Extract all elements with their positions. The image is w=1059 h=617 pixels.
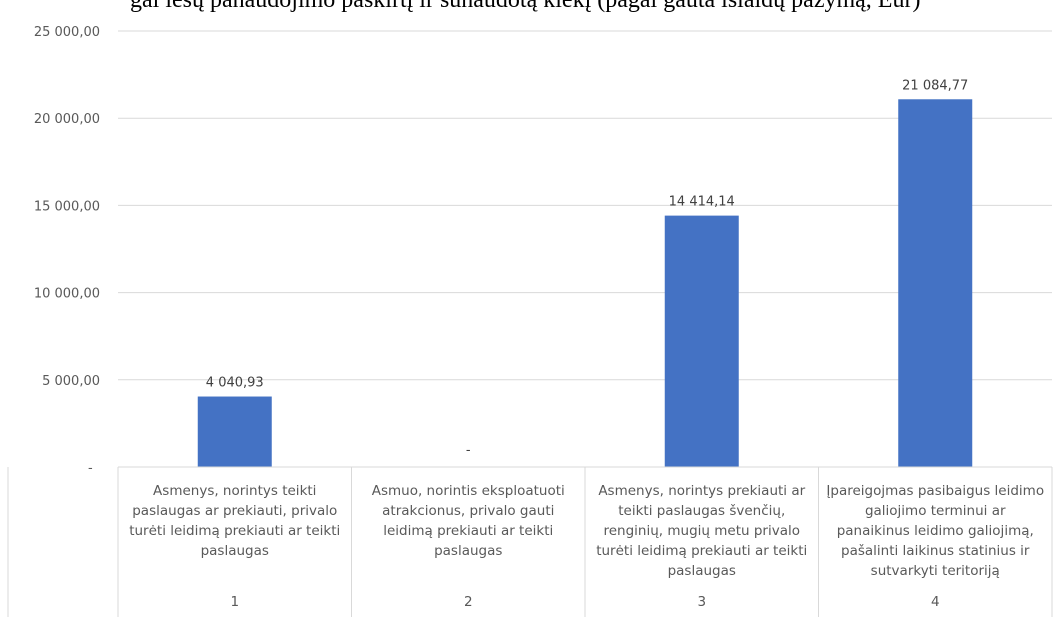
data-label: 21 084,77 [902, 78, 968, 93]
document-heading-fragment: gal lėšų panaudojimo paskirtį ir sunaudo… [130, 0, 921, 13]
category-label: Įpareigojmas pasibaigus leidimo galiojim… [826, 483, 1045, 579]
category-number: 3 [697, 594, 707, 610]
bars [197, 99, 973, 467]
y-tick-label: - [88, 461, 93, 476]
bar [664, 215, 739, 467]
y-tick-label: 10 000,00 [34, 287, 100, 302]
y-tick-label: 20 000,00 [34, 112, 100, 127]
data-label: 4 040,93 [206, 376, 264, 391]
data-label: - [466, 443, 471, 458]
category-label: Asmenys, norintys prekiauti ar teikti pa… [596, 483, 808, 579]
category-number: 1 [230, 594, 240, 610]
y-tick-label: 25 000,00 [34, 25, 100, 40]
category-label: Asmuo, norintis eksploatuoti atrakcionus… [371, 483, 565, 559]
bar [898, 99, 973, 467]
gridlines [118, 30, 1052, 381]
y-tick-label: 15 000,00 [34, 199, 100, 214]
y-tick-label: 5 000,00 [42, 374, 100, 389]
bar [197, 396, 272, 467]
data-labels: 4 040,93 - 14 414,14 21 084,77 [206, 78, 969, 458]
data-label: 14 414,14 [669, 195, 735, 210]
y-axis-tick-labels: - 5 000,00 10 000,00 15 000,00 20 000,00 25 0… [34, 25, 100, 476]
category-table-lines [7, 466, 1053, 617]
category-label: Asmenys, norintys teikti paslaugas ar pr… [129, 483, 341, 559]
category-number: 2 [463, 594, 473, 610]
category-number: 4 [930, 594, 940, 610]
